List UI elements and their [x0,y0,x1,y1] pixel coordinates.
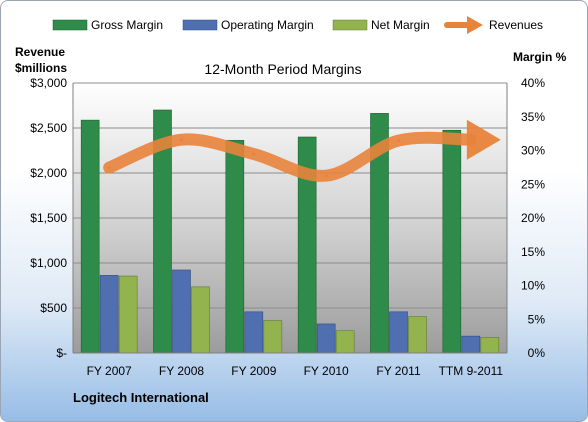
legend: Gross Margin Operating Margin Net Margin… [52,16,543,34]
legend-arrow-revenues [467,16,483,34]
left-tick-label: $3,000 [30,76,67,90]
bar-net-margin [335,330,355,354]
legend-swatch-operating-margin [182,19,218,31]
revenue-line-path [103,131,477,182]
bar-net-margin [408,316,427,354]
left-tick-label: $1,000 [30,256,67,270]
right-tick-label: 0% [528,346,546,360]
left-tick-label: $2,500 [30,121,67,135]
left-tick-label: $500 [40,301,67,315]
right-tick-label: 20% [521,211,545,225]
left-axis-title-line1: Revenue [15,45,65,59]
bar-operating-margin [99,275,119,354]
bar-operating-margin [244,311,264,354]
legend-swatch-gross-margin [52,19,88,31]
bar-gross-margin [80,119,100,354]
x-tick-label: FY 2007 [87,364,132,378]
left-tick-label: $- [56,346,67,360]
revenue-arrowhead [466,119,501,160]
x-tick-label: FY 2010 [304,364,349,378]
chart-title: 12-Month Period Margins [204,61,361,77]
left-axis-title-line2: $millions [15,61,67,75]
bar-gross-margin [225,140,245,354]
x-tick-label: FY 2009 [231,364,276,378]
x-tick-label: FY 2008 [159,364,204,378]
right-axis-title: Margin % [513,50,567,64]
revenue-point [397,139,400,143]
bar-net-margin [118,275,138,354]
bar-operating-margin [461,335,481,354]
revenue-point [252,152,256,156]
right-tick-label: 25% [521,177,545,191]
right-tick-label: 40% [521,76,545,90]
bars [80,109,500,354]
right-tick-label: 15% [521,245,545,259]
x-tick-label: TTM 9-2011 [439,364,504,378]
bar-operating-margin [316,323,336,354]
revenue-point [324,174,328,178]
right-tick-label: 35% [521,110,545,124]
bar-operating-margin [172,269,191,354]
left-tick-label: $2,000 [30,166,67,180]
bar-net-margin [191,286,210,354]
x-tick-label: FY 2011 [376,364,421,378]
revenue-point [107,166,111,170]
revenue-point [180,138,183,142]
legend-label-operating-margin: Operating Margin [221,18,314,32]
left-tick-label: $1,500 [30,211,67,225]
bar-operating-margin [389,311,408,354]
right-tick-label: 10% [521,279,545,293]
legend-label-gross-margin: Gross Margin [91,18,163,32]
bar-net-margin [263,320,283,354]
bar-net-margin [480,337,500,354]
axes: $- $500 $1,000 $1,500 $2,000 $2,500 $3,000 0% 5%… [30,76,545,378]
legend-swatch-net-margin [332,19,368,31]
revenue-line [103,119,501,182]
legend-label-revenues: Revenues [489,18,543,32]
bar-gross-margin [442,129,462,354]
company-label: Logitech International [73,390,209,405]
right-tick-label: 5% [528,312,546,326]
legend-label-net-margin: Net Margin [371,18,430,32]
right-tick-label: 30% [521,144,545,158]
